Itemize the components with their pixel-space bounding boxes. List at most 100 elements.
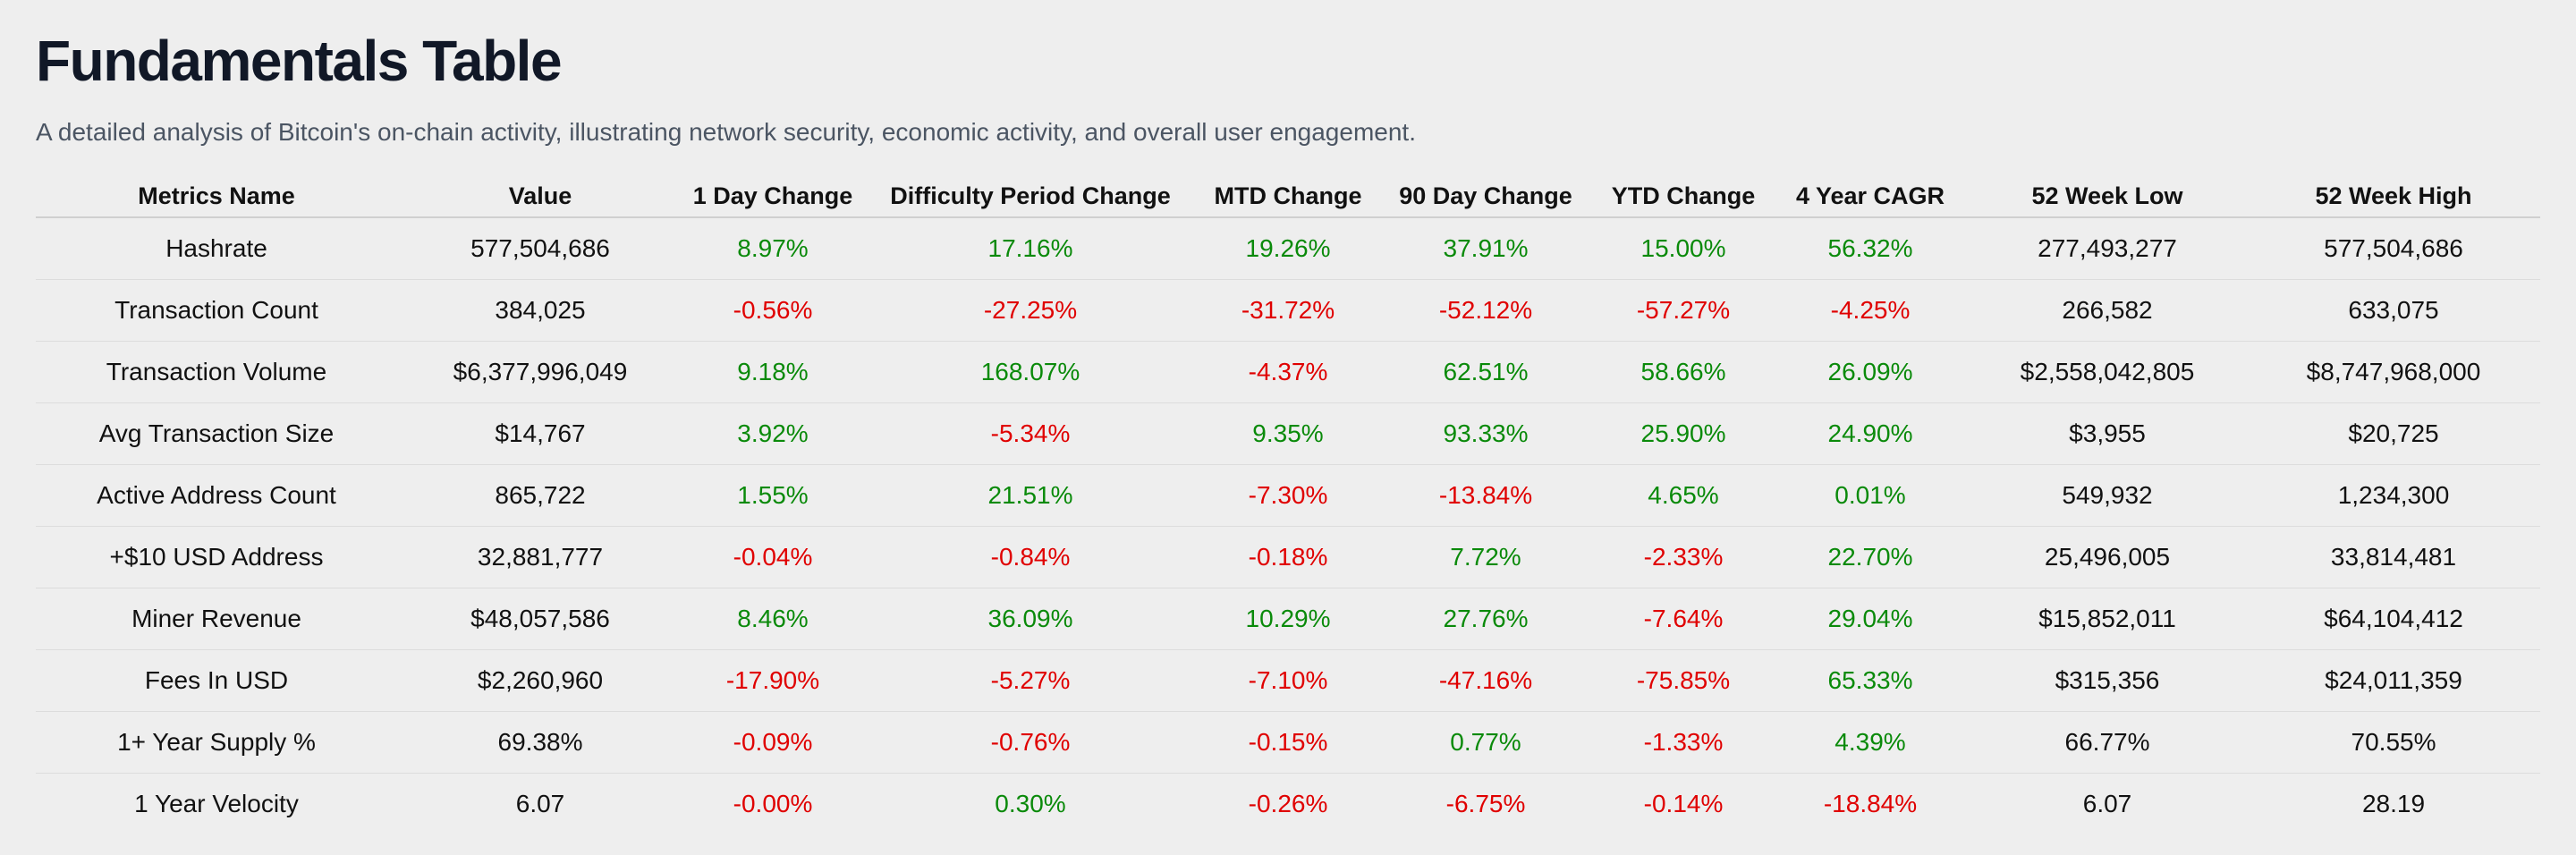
metric-name-cell: Transaction Volume (36, 341, 397, 403)
mtd-change-cell: 10.29% (1199, 588, 1377, 650)
ytd-change-cell: -75.85% (1594, 649, 1773, 712)
90-day-change-cell: -47.16% (1377, 649, 1594, 712)
mtd-change-cell: -0.26% (1248, 790, 1328, 817)
column-header-metrics-name[interactable]: Metrics Name (36, 175, 397, 218)
value-cell: 69.38% (397, 711, 683, 774)
52-week-low-cell: 277,493,277 (1968, 217, 2247, 280)
value-cell: $6,377,996,049 (397, 341, 683, 403)
column-header-1-day-change[interactable]: 1 Day Change (683, 175, 862, 218)
metric-name-cell: Active Address Count (36, 464, 397, 527)
4-year-cagr-cell: 0.01% (1773, 464, 1968, 527)
mtd-change-cell: -4.37% (1199, 341, 1377, 403)
difficulty-period-change-cell: -5.34% (862, 402, 1199, 465)
4-year-cagr-cell: 29.04% (1773, 588, 1968, 650)
metric-name-cell: +$10 USD Address (36, 526, 397, 588)
52-week-high-cell: $8,747,968,000 (2247, 341, 2540, 403)
ytd-change-cell: -57.27% (1594, 279, 1773, 342)
4-year-cagr-cell: -18.84% (1823, 790, 1918, 817)
90-day-change-cell: 62.51% (1377, 341, 1594, 403)
4-year-cagr-cell: 4.39% (1773, 711, 1968, 774)
difficulty-period-change-cell: -0.76% (862, 711, 1199, 774)
ytd-change-cell: -0.14% (1643, 790, 1724, 817)
90-day-change-cell: -13.84% (1377, 464, 1594, 527)
table-row: 1 Year Velocity 6.07 -0.00% 0.30% -0.26% -6.7… (36, 774, 2540, 835)
column-header-52-week-low[interactable]: 52 Week Low (1968, 175, 2247, 218)
mtd-change-cell: -31.72% (1199, 279, 1377, 342)
table-row: Fees In USD $2,260,960 -17.90% -5.27% -7.10%… (36, 649, 2540, 712)
90-day-change-cell: 7.72% (1377, 526, 1594, 588)
table-row: Transaction Volume $6,377,996,049 9.18% 168… (36, 341, 2540, 403)
ytd-change-cell: -1.33% (1594, 711, 1773, 774)
ytd-change-cell: -7.64% (1594, 588, 1773, 650)
difficulty-period-change-cell: 36.09% (862, 588, 1199, 650)
ytd-change-cell: 58.66% (1594, 341, 1773, 403)
mtd-change-cell: 19.26% (1199, 217, 1377, 280)
90-day-change-cell: 37.91% (1377, 217, 1594, 280)
1-day-change-cell: 9.18% (683, 341, 862, 403)
table-row: Miner Revenue $48,057,586 8.46% 36.09% 10.29… (36, 588, 2540, 650)
value-cell: 32,881,777 (397, 526, 683, 588)
1-day-change-cell: 3.92% (683, 402, 862, 465)
4-year-cagr-cell: 56.32% (1773, 217, 1968, 280)
ytd-change-cell: 4.65% (1594, 464, 1773, 527)
column-header-mtd-change[interactable]: MTD Change (1199, 175, 1377, 218)
metric-name-cell: 1+ Year Supply % (36, 711, 397, 774)
52-week-low-cell: 25,496,005 (1968, 526, 2247, 588)
ytd-change-cell: 15.00% (1594, 217, 1773, 280)
52-week-low-cell: $315,356 (1968, 649, 2247, 712)
mtd-change-cell: -7.10% (1199, 649, 1377, 712)
table-row: Active Address Count 865,722 1.55% 21.51% -7… (36, 464, 2540, 527)
90-day-change-cell: 0.77% (1377, 711, 1594, 774)
value-cell: 6.07 (515, 790, 565, 817)
column-header-4-year-cagr[interactable]: 4 Year CAGR (1773, 175, 1968, 218)
difficulty-period-change-cell: 17.16% (862, 217, 1199, 280)
difficulty-period-change-cell: 21.51% (862, 464, 1199, 527)
metric-name-cell: Fees In USD (36, 649, 397, 712)
1-day-change-cell: -0.56% (683, 279, 862, 342)
1-day-change-cell: 8.97% (683, 217, 862, 280)
value-cell: $48,057,586 (397, 588, 683, 650)
ytd-change-cell: -2.33% (1594, 526, 1773, 588)
mtd-change-cell: -7.30% (1199, 464, 1377, 527)
table-row: Transaction Count 384,025 -0.56% -27.25% -31… (36, 279, 2540, 342)
52-week-high-cell: 633,075 (2247, 279, 2540, 342)
90-day-change-cell: 27.76% (1377, 588, 1594, 650)
difficulty-period-change-cell: -0.84% (862, 526, 1199, 588)
mtd-change-cell: -0.15% (1199, 711, 1377, 774)
value-cell: $2,260,960 (397, 649, 683, 712)
column-header-value[interactable]: Value (397, 175, 683, 218)
1-day-change-cell: -0.00% (733, 790, 813, 817)
52-week-low-cell: 549,932 (1968, 464, 2247, 527)
ytd-change-cell: 25.90% (1594, 402, 1773, 465)
52-week-high-cell: $20,725 (2247, 402, 2540, 465)
metric-name-cell: Avg Transaction Size (36, 402, 397, 465)
52-week-high-cell: 70.55% (2247, 711, 2540, 774)
table-row: +$10 USD Address 32,881,777 -0.04% -0.84% -0… (36, 526, 2540, 588)
mtd-change-cell: 9.35% (1199, 402, 1377, 465)
52-week-high-cell: 577,504,686 (2247, 217, 2540, 280)
column-header-90-day-change[interactable]: 90 Day Change (1377, 175, 1594, 218)
52-week-high-cell: $24,011,359 (2247, 649, 2540, 712)
90-day-change-cell: -52.12% (1377, 279, 1594, 342)
1-day-change-cell: -0.09% (683, 711, 862, 774)
52-week-low-cell: 266,582 (1968, 279, 2247, 342)
fundamentals-table: Metrics Name Value 1 Day Change Difficul… (36, 175, 2540, 834)
52-week-low-cell: $15,852,011 (1968, 588, 2247, 650)
4-year-cagr-cell: 26.09% (1773, 341, 1968, 403)
52-week-high-cell: 33,814,481 (2247, 526, 2540, 588)
52-week-low-cell: 6.07 (2082, 790, 2132, 817)
52-week-high-cell: 1,234,300 (2247, 464, 2540, 527)
difficulty-period-change-cell: 0.30% (995, 790, 1066, 817)
table-row: 1+ Year Supply % 69.38% -0.09% -0.76% -0.15%… (36, 711, 2540, 774)
1-day-change-cell: 8.46% (683, 588, 862, 650)
52-week-high-cell: $64,104,412 (2247, 588, 2540, 650)
4-year-cagr-cell: 24.90% (1773, 402, 1968, 465)
52-week-low-cell: $3,955 (1968, 402, 2247, 465)
table-body: Hashrate 577,504,686 8.97% 17.16% 19.26% 37.9… (36, 217, 2540, 834)
column-header-ytd-change[interactable]: YTD Change (1594, 175, 1773, 218)
mtd-change-cell: -0.18% (1199, 526, 1377, 588)
value-cell: 384,025 (397, 279, 683, 342)
difficulty-period-change-cell: 168.07% (862, 341, 1199, 403)
column-header-52-week-high[interactable]: 52 Week High (2247, 175, 2540, 218)
column-header-difficulty-period-change[interactable]: Difficulty Period Change (862, 175, 1199, 218)
